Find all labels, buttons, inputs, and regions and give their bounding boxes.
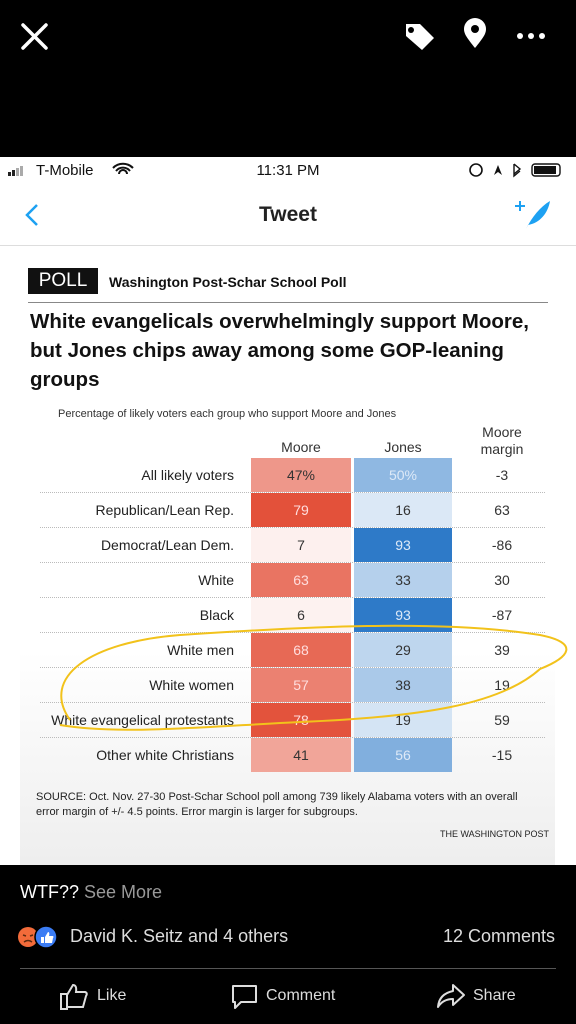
jones-cell: 56 [354,738,452,772]
share-icon[interactable] [435,982,467,1012]
tweet-title: Tweet [259,203,317,226]
jones-cell: 16 [354,493,452,527]
comment-icon[interactable] [229,982,261,1012]
row-separator [40,737,545,738]
row-label: White evangelical protestants [51,712,234,728]
row-label: White [198,572,234,588]
status-icons [469,163,561,178]
divider [20,968,556,969]
caption: WTF?? See More [20,882,162,903]
row-label: All likely voters [141,467,234,483]
row-separator [40,527,545,528]
carrier: T-Mobile [36,162,94,179]
margin-cell: -3 [495,467,509,483]
poll-headline: White evangelicals overwhelmingly suppor… [30,310,529,391]
tag-hole [408,27,414,33]
moore-cell: 41 [251,738,351,772]
moore-cell: 57 [251,668,351,702]
row-label: Democrat/Lean Dem. [100,537,234,553]
compose-icon[interactable] [512,197,552,233]
row-separator [40,632,545,633]
moore-cell: 79 [251,493,351,527]
poll-rule [28,302,548,303]
row-separator [40,597,545,598]
jones-cell: 29 [354,633,452,667]
row-label: Black [199,607,234,623]
moore-cell: 7 [251,528,351,562]
top-bar [21,18,545,50]
reactions-text[interactable]: David K. Seitz and 4 others [70,926,289,946]
poll-badge: POLL [28,268,98,294]
comments-count[interactable]: 12 Comments [442,926,555,946]
reaction-icons [18,925,58,949]
margin-cell: 39 [494,642,510,658]
yellow-annotation [59,624,568,731]
margin-cell: 30 [494,572,510,588]
jones-cell: 33 [354,563,452,597]
poll-source-name: Washington Post-Schar School Poll [109,274,347,290]
row-label: Republican/Lean Rep. [95,502,234,518]
caption-text: WTF?? [20,882,80,902]
poll-subtitle: Percentage of likely voters each group w… [58,408,397,420]
share-button[interactable]: Share [473,987,516,1004]
column-header: Moore [281,439,321,455]
margin-cell: -15 [491,747,513,763]
margin-cell: -87 [491,607,513,623]
more-icon[interactable] [517,33,545,39]
moore-cell: 68 [251,633,351,667]
row-label: White women [149,677,234,693]
margin-cell: 59 [494,712,510,728]
source-note: SOURCE: Oct. Nov. 27-30 Post-Schar Schoo… [36,791,518,818]
wifi-icon [112,162,134,175]
location-hole [471,25,479,33]
column-header: Moore margin [480,424,524,457]
close-icon[interactable] [21,23,48,50]
jones-cell: 93 [354,528,452,562]
like-button[interactable]: Like [97,987,127,1004]
moore-cell: 78 [251,703,351,737]
row-label: Other white Christians [96,747,234,763]
see-more[interactable]: See More [84,882,163,902]
row-label: White men [167,642,234,658]
back-icon[interactable] [22,202,42,228]
margin-cell: 19 [494,677,510,693]
photo: T-Mobile 11:31 PM Tweet POLL Washington … [0,157,576,865]
row-separator [40,667,545,668]
row-separator [40,702,545,703]
jones-cell: 19 [354,703,452,737]
clock: 11:31 PM [256,162,320,179]
comment-button[interactable]: Comment [266,987,336,1004]
signal-icon [8,166,23,176]
moore-cell: 6 [251,598,351,632]
column-header: Jones [384,439,422,455]
jones-cell: 50% [354,458,452,492]
row-separator [40,492,545,493]
row-separator [40,562,545,563]
moore-cell: 47% [251,458,351,492]
twitter-header: T-Mobile 11:31 PM Tweet [0,157,576,246]
moore-cell: 63 [251,563,351,597]
like-icon[interactable] [58,982,90,1012]
margin-cell: 63 [494,502,510,518]
margin-cell: -86 [491,537,513,553]
credit: THE WASHINGTON POST [439,829,549,839]
jones-cell: 38 [354,668,452,702]
